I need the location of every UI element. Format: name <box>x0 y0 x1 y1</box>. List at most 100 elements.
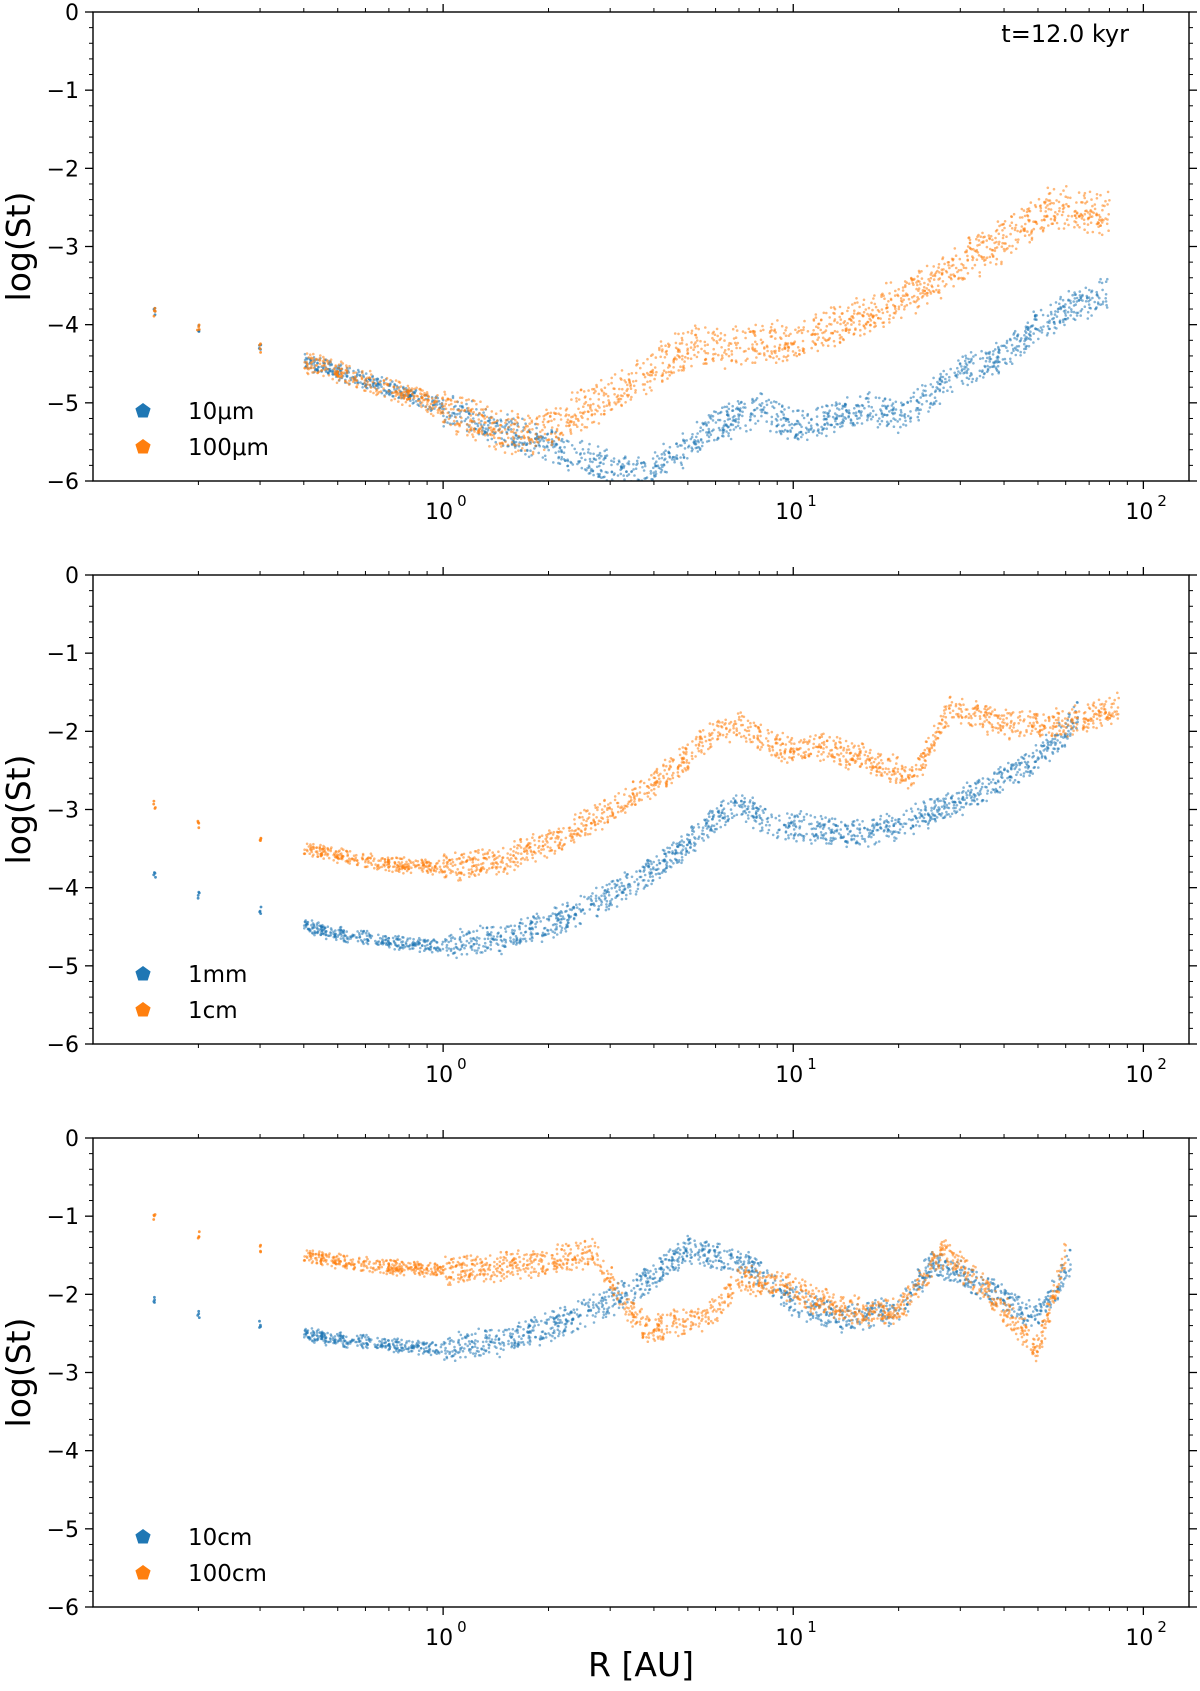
data-point <box>1023 334 1026 337</box>
data-point <box>856 417 859 421</box>
data-point <box>860 422 864 425</box>
data-point <box>1016 770 1019 774</box>
data-point <box>717 418 720 422</box>
data-point <box>862 298 866 302</box>
data-point <box>871 829 875 833</box>
data-point <box>546 445 549 449</box>
data-point <box>715 327 719 331</box>
data-point <box>989 234 993 238</box>
data-point <box>750 814 754 818</box>
data-point <box>981 369 984 372</box>
data-point <box>795 354 799 358</box>
data-point <box>340 374 344 377</box>
data-point <box>909 807 913 810</box>
data-point <box>504 938 507 942</box>
data-point <box>552 461 555 464</box>
data-point <box>992 365 995 369</box>
data-point <box>338 926 342 929</box>
data-point <box>626 462 629 465</box>
data-point <box>636 462 639 465</box>
data-point <box>1048 202 1052 206</box>
data-point <box>580 423 584 426</box>
data-point <box>707 439 711 443</box>
data-point <box>379 390 383 393</box>
data-point <box>833 817 837 821</box>
data-point <box>704 351 708 355</box>
data-point <box>559 418 563 421</box>
data-point <box>309 356 313 360</box>
data-point <box>692 848 695 852</box>
data-point <box>778 346 781 349</box>
data-point <box>523 428 526 431</box>
data-point <box>814 313 818 316</box>
data-point <box>1098 296 1101 300</box>
data-point <box>1017 238 1020 241</box>
data-point <box>632 384 636 388</box>
data-point <box>664 371 668 374</box>
data-point <box>472 417 475 420</box>
data-point <box>662 463 666 466</box>
data-point <box>952 284 955 288</box>
data-point <box>1032 310 1035 314</box>
data-point <box>678 840 682 844</box>
data-point <box>1003 768 1006 772</box>
data-point <box>873 321 877 325</box>
data-point <box>352 371 355 375</box>
data-point <box>945 380 948 384</box>
data-point <box>825 838 828 842</box>
data-point <box>809 424 813 428</box>
data-point <box>799 423 802 427</box>
data-point <box>867 397 870 400</box>
data-point <box>427 395 430 398</box>
data-point <box>600 903 603 907</box>
data-point <box>841 412 844 416</box>
data-point <box>634 893 638 896</box>
data-point <box>542 423 546 427</box>
data-point <box>648 386 652 389</box>
data-point <box>729 437 733 441</box>
data-point <box>714 352 717 356</box>
data-point <box>1029 201 1033 204</box>
data-point <box>830 839 834 843</box>
data-point <box>852 411 855 415</box>
data-point <box>718 338 721 342</box>
data-point <box>935 288 938 292</box>
data-point <box>981 356 985 360</box>
data-point <box>1023 351 1026 354</box>
data-point <box>960 797 964 801</box>
data-point <box>748 330 752 334</box>
data-point <box>557 438 561 442</box>
data-point <box>651 353 654 356</box>
data-point <box>359 381 362 384</box>
data-point <box>847 306 850 310</box>
data-point <box>863 332 866 336</box>
data-point <box>1055 221 1059 225</box>
data-point <box>858 831 862 834</box>
data-point <box>377 933 380 937</box>
data-point <box>759 817 763 820</box>
data-point <box>766 345 769 349</box>
data-point <box>1063 745 1067 748</box>
data-point <box>723 339 726 342</box>
data-point <box>535 417 538 421</box>
data-point <box>647 879 650 882</box>
data-point <box>419 387 422 391</box>
data-point <box>736 400 740 403</box>
data-point <box>504 428 507 431</box>
data-point <box>519 918 523 921</box>
data-point <box>840 420 844 424</box>
data-point <box>965 356 968 360</box>
data-point <box>674 341 678 345</box>
data-point <box>754 323 757 327</box>
data-point <box>475 402 478 406</box>
data-point <box>1000 262 1003 266</box>
data-point <box>841 424 844 428</box>
data-point <box>903 305 906 308</box>
data-point <box>1085 294 1089 298</box>
data-point <box>1047 207 1050 211</box>
data-point <box>549 411 553 415</box>
data-point <box>583 396 587 399</box>
data-point <box>774 351 777 355</box>
data-point <box>478 421 481 425</box>
data-point <box>810 822 813 826</box>
